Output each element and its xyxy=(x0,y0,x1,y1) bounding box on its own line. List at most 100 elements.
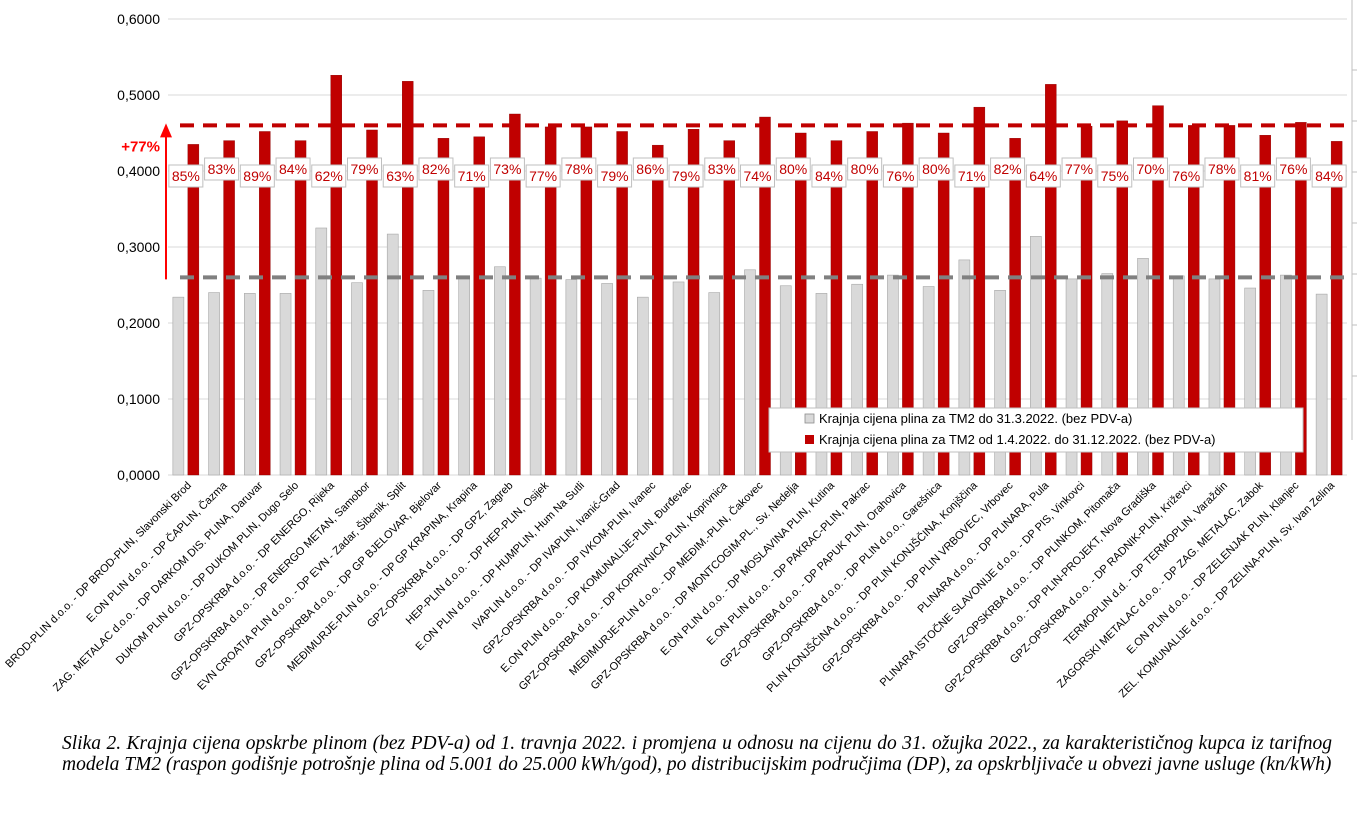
data-label-box xyxy=(311,164,347,188)
bar-old xyxy=(1208,278,1221,476)
data-label-box xyxy=(704,157,740,181)
data-label-box xyxy=(918,157,954,181)
data-label-box xyxy=(632,157,668,181)
bar-old xyxy=(1280,274,1292,476)
x-tick-label: E.ON PLIN d.o.o. - DP HUMPLIN, Hum Na Su… xyxy=(414,480,587,653)
bar-new xyxy=(509,113,521,476)
data-label: 80% xyxy=(922,161,950,177)
data-label: 75% xyxy=(1101,168,1129,184)
bar-old xyxy=(1101,273,1114,476)
y-axis: 0,0000 0,1000 0,2000 0,3000 0,4000 0,5000 0,60… xyxy=(117,11,160,483)
y-tick-label: 0,1000 xyxy=(117,391,160,407)
data-label: 78% xyxy=(1208,161,1236,177)
increase-annotation: +77% xyxy=(121,123,172,280)
bar-new xyxy=(1045,84,1057,476)
data-label-box xyxy=(347,157,382,181)
data-label-box xyxy=(454,164,490,188)
figure-caption: Slika 2. Krajnja cijena opskrbe plinom (… xyxy=(62,733,1332,775)
data-label-box xyxy=(1133,157,1168,181)
data-label: 86% xyxy=(636,161,664,177)
bar-new xyxy=(330,75,342,476)
data-label-box xyxy=(239,164,275,188)
data-label: 76% xyxy=(1172,168,1200,184)
bar-new xyxy=(1295,122,1307,476)
x-tick-label: E.ON PLIN d.o.o. - DP PAKRAC-PLIN, Pakra… xyxy=(705,479,873,647)
data-label-box xyxy=(990,157,1026,181)
data-label-box xyxy=(275,157,311,181)
bar-old xyxy=(708,292,721,476)
bar-new xyxy=(294,140,307,476)
data-label: 79% xyxy=(672,168,700,184)
x-tick-label: E.ON PLIN d.o.o. - DP ZELENJAK PLIN, Kla… xyxy=(1125,479,1302,656)
bar-new xyxy=(223,140,235,476)
data-label-box xyxy=(525,164,561,188)
bar-new xyxy=(759,116,771,476)
data-label: 89% xyxy=(243,168,271,184)
legend-label-old: Krajnja cijena plina za TM2 do 31.3.2022… xyxy=(819,411,1132,426)
data-label: 80% xyxy=(779,161,807,177)
bar-old xyxy=(458,276,470,476)
y-tick-label: 0,0000 xyxy=(117,467,160,483)
data-label-box xyxy=(811,164,847,188)
data-label: 77% xyxy=(1065,161,1093,177)
data-label-box xyxy=(382,164,418,188)
data-label: 83% xyxy=(208,161,236,177)
data-label-box xyxy=(597,164,633,188)
bar-old xyxy=(208,292,220,476)
bar-new xyxy=(830,140,843,476)
data-label-box xyxy=(882,164,918,188)
bar-old xyxy=(994,290,1006,476)
bar-old xyxy=(422,290,435,476)
bar-old xyxy=(815,293,828,476)
data-label-box xyxy=(1061,157,1097,181)
data-label: 82% xyxy=(994,161,1022,177)
data-label: 82% xyxy=(422,161,450,177)
data-label-box xyxy=(954,164,990,188)
legend: Krajnja cijena plina za TM2 do 31.3.2022… xyxy=(768,407,1304,453)
data-label-box xyxy=(1275,157,1311,181)
data-label: 76% xyxy=(1279,161,1307,177)
data-label: 81% xyxy=(1244,168,1272,184)
data-label-box xyxy=(668,164,704,188)
data-label-box xyxy=(1311,164,1347,188)
bar-new xyxy=(866,131,878,476)
bar-old xyxy=(958,259,971,476)
data-label: 84% xyxy=(815,168,843,184)
x-tick-label: TERMOPLIN d.d. - DP TERMOPLIN, Varaždin xyxy=(1062,480,1230,648)
data-label: 71% xyxy=(458,168,486,184)
data-labels: 85% 83% 89% 84% 62% 79% 63% 82% 71% 73% 77% 78% 79% 8… xyxy=(168,157,1347,188)
bar-chart: 0,0000 0,1000 0,2000 0,3000 0,4000 0,5000 0,60… xyxy=(3,0,1357,700)
data-label: 80% xyxy=(851,161,879,177)
bar-new xyxy=(580,126,593,476)
bar-new xyxy=(1116,120,1128,476)
data-label: 62% xyxy=(315,168,343,184)
data-label: 76% xyxy=(886,168,914,184)
data-label-box xyxy=(1240,164,1276,188)
data-label: 84% xyxy=(279,161,307,177)
data-label-box xyxy=(775,157,811,181)
data-label-box xyxy=(489,157,525,181)
bar-old xyxy=(494,266,506,476)
legend-swatch-old xyxy=(804,413,815,424)
bar-new xyxy=(795,132,807,476)
bar-old xyxy=(851,283,863,476)
bar-old xyxy=(887,274,899,476)
data-label-box xyxy=(1025,164,1061,188)
bar-old xyxy=(244,293,256,476)
bar-old xyxy=(744,269,756,476)
bar-old xyxy=(529,277,542,476)
data-label: 73% xyxy=(493,161,521,177)
bar-new xyxy=(973,106,986,476)
bar-new xyxy=(1223,125,1236,476)
bar-old xyxy=(386,233,399,476)
bar-new xyxy=(723,140,735,476)
bar-new xyxy=(937,132,950,476)
series-old-price xyxy=(172,227,1328,476)
reference-lines xyxy=(180,123,1347,280)
y-tick-label: 0,5000 xyxy=(117,87,160,103)
data-label: 74% xyxy=(743,168,771,184)
y-tick-label: 0,4000 xyxy=(117,163,160,179)
bar-old xyxy=(315,227,328,476)
bar-new xyxy=(366,129,378,476)
bar-old xyxy=(1244,287,1256,476)
